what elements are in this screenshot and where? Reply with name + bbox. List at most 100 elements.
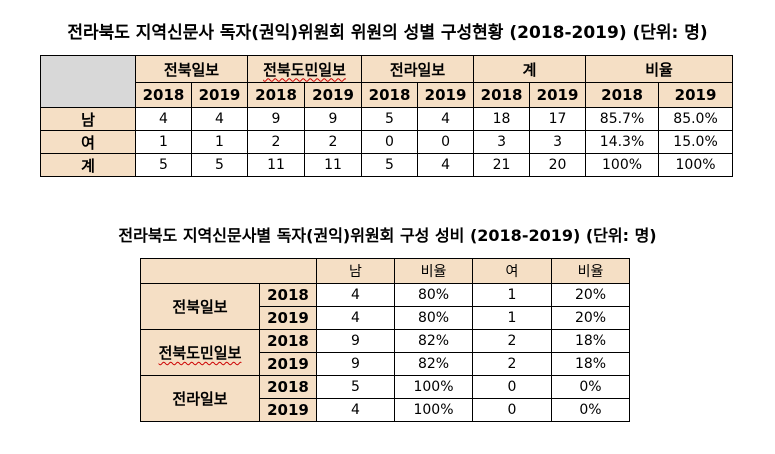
table-row: 전라일보 2018 5 100% 0 0% xyxy=(140,375,630,422)
table-cell: 2 xyxy=(472,329,552,353)
table-cell: 1 xyxy=(190,130,249,154)
table-cell: 1 xyxy=(135,130,192,154)
table-cell: 18 xyxy=(473,107,531,131)
group-header: 계 xyxy=(473,55,587,83)
column-header: 남 xyxy=(316,258,395,284)
corner-cell xyxy=(40,55,136,108)
table-cell: 11 xyxy=(304,153,363,177)
table-row: 계 5 5 11 11 5 4 21 20 100% 100% xyxy=(40,153,734,177)
table-row: 전북도민일보 2018 9 82% 2 18% xyxy=(140,329,630,376)
table-cell: 20% xyxy=(551,306,630,330)
table-cell: 0 xyxy=(417,130,475,154)
table-cell: 100% xyxy=(394,375,473,399)
table-cell: 9 xyxy=(316,352,395,376)
table-cell: 4 xyxy=(316,283,395,307)
table-row: 전북일보 2018 4 80% 1 20% xyxy=(140,283,630,330)
year-header: 2019 xyxy=(304,82,363,108)
year-cell: 2019 xyxy=(259,398,317,422)
table-cell: 0 xyxy=(472,375,552,399)
ratio-by-paper-table: 남 비율 여 비율 전북일보 2018 4 80% 1 20% 2019 4 8… xyxy=(140,258,630,422)
row-header-male: 남 xyxy=(40,107,136,131)
table-cell: 14.3% xyxy=(585,130,660,154)
table-cell: 15.0% xyxy=(658,130,734,154)
table-cell: 0% xyxy=(551,375,630,399)
row-header-total: 계 xyxy=(40,153,136,177)
table-cell: 1 xyxy=(472,306,552,330)
year-cell: 2019 xyxy=(259,352,317,376)
table-cell: 80% xyxy=(394,306,473,330)
paper-name: 전라일보 xyxy=(140,375,260,422)
table-cell: 20 xyxy=(529,153,587,177)
group-header: 전북일보 xyxy=(134,55,249,83)
year-header: 2019 xyxy=(658,82,734,108)
table-cell: 5 xyxy=(190,153,249,177)
table-cell: 100% xyxy=(658,153,734,177)
table-cell: 5 xyxy=(316,375,395,399)
table-cell: 17 xyxy=(529,107,587,131)
year-header: 2019 xyxy=(190,82,249,108)
table-cell: 2 xyxy=(247,130,306,154)
year-cell: 2018 xyxy=(259,283,317,307)
table1-title: 전라북도 지역신문사 독자(권익)위원회 위원의 성별 구성현황 (2018-2… xyxy=(67,23,708,43)
group-header: 비율 xyxy=(585,55,734,83)
table-cell: 11 xyxy=(247,153,306,177)
year-header: 2018 xyxy=(247,82,306,108)
group-header: 전라일보 xyxy=(361,55,475,83)
table-cell: 18% xyxy=(551,352,630,376)
year-header: 2018 xyxy=(361,82,419,108)
table-row: 2019 4 100% 0 0% xyxy=(141,398,630,422)
year-header: 2019 xyxy=(529,82,587,108)
year-header: 2018 xyxy=(135,82,192,108)
year-header: 2018 xyxy=(473,82,531,108)
table-cell: 4 xyxy=(316,306,395,330)
column-header: 비율 xyxy=(551,258,630,284)
year-cell: 2019 xyxy=(259,306,317,330)
group-header: 전북도민일보 xyxy=(247,55,363,83)
year-cell: 2018 xyxy=(259,375,317,399)
table-cell: 5 xyxy=(361,107,419,131)
column-header: 비율 xyxy=(394,258,473,284)
paper-name: 전북일보 xyxy=(140,283,260,330)
row-header-female: 여 xyxy=(40,130,136,154)
table-cell: 4 xyxy=(417,107,475,131)
paper-name: 전북도민일보 xyxy=(140,329,260,376)
table-row: 2019 4 80% 1 20% xyxy=(141,306,630,330)
table-cell: 21 xyxy=(473,153,531,177)
table-cell: 4 xyxy=(135,107,192,131)
table-cell: 0 xyxy=(472,398,552,422)
table-cell: 85.0% xyxy=(658,107,734,131)
table-cell: 4 xyxy=(190,107,249,131)
table-cell: 1 xyxy=(472,283,552,307)
table-cell: 20% xyxy=(551,283,630,307)
table-cell: 5 xyxy=(135,153,192,177)
table-cell: 3 xyxy=(473,130,531,154)
table-cell: 9 xyxy=(316,329,395,353)
table-cell: 9 xyxy=(247,107,306,131)
table-cell: 18% xyxy=(551,329,630,353)
table-cell: 3 xyxy=(529,130,587,154)
table-row: 여 1 1 2 2 0 0 3 3 14.3% 15.0% xyxy=(40,130,734,154)
table-cell: 5 xyxy=(361,153,419,177)
year-cell: 2018 xyxy=(259,329,317,353)
table2-title: 전라북도 지역신문사별 독자(권익)위원회 구성 성비 (2018-2019) … xyxy=(118,226,657,245)
corner-cell xyxy=(140,258,317,284)
column-header: 여 xyxy=(472,258,552,284)
table-cell: 80% xyxy=(394,283,473,307)
table-row: 2019 9 82% 2 18% xyxy=(141,352,630,376)
gender-composition-table: 전북일보 전북도민일보 전라일보 계 비율 2018 2019 2018 201… xyxy=(40,55,734,177)
year-header: 2018 xyxy=(585,82,660,108)
table-cell: 82% xyxy=(394,329,473,353)
table-cell: 9 xyxy=(304,107,363,131)
table-cell: 100% xyxy=(585,153,660,177)
year-header: 2019 xyxy=(417,82,475,108)
table-cell: 2 xyxy=(304,130,363,154)
table-cell: 4 xyxy=(417,153,475,177)
table-cell: 0 xyxy=(361,130,419,154)
table-cell: 0% xyxy=(551,398,630,422)
table-row: 남 4 4 9 9 5 4 18 17 85.7% 85.0% xyxy=(40,107,734,131)
table-cell: 4 xyxy=(316,398,395,422)
table-cell: 82% xyxy=(394,352,473,376)
table-cell: 85.7% xyxy=(585,107,660,131)
table-cell: 2 xyxy=(472,352,552,376)
table-cell: 100% xyxy=(394,398,473,422)
